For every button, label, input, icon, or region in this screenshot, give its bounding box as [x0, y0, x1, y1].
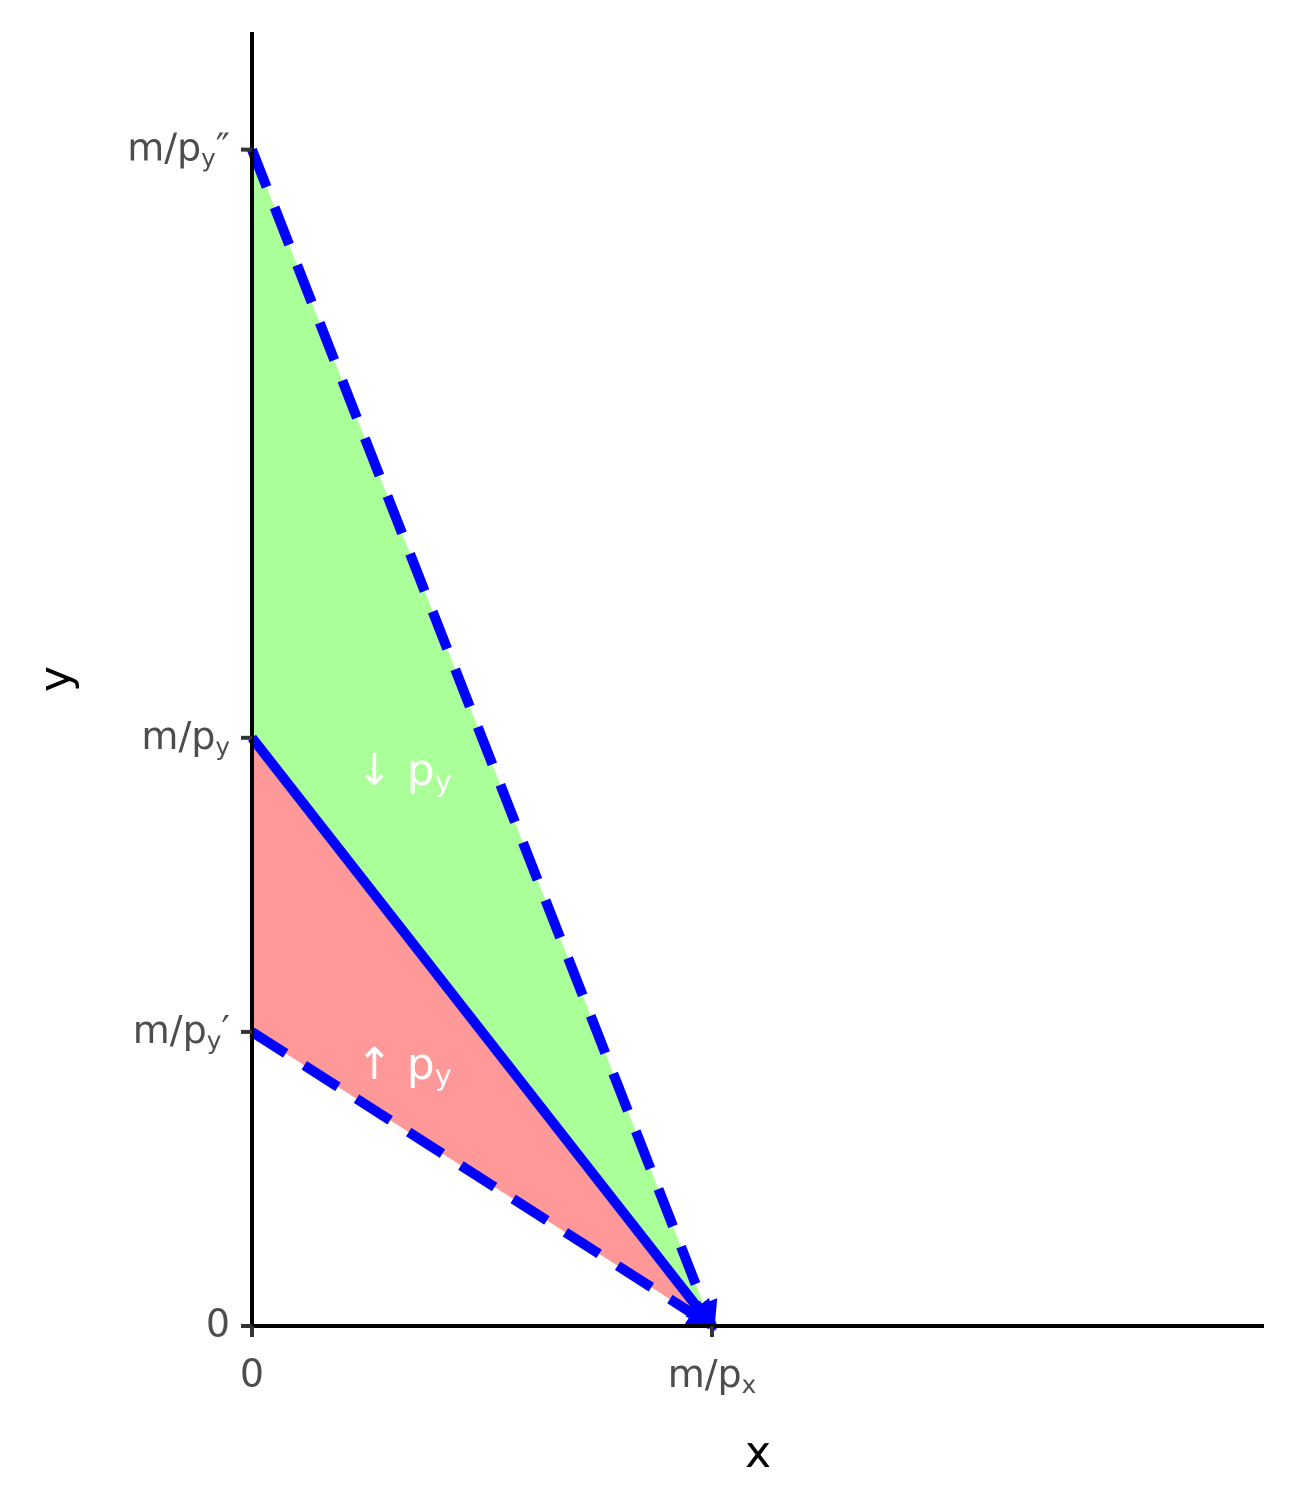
y-tick-label: m/py [141, 713, 230, 761]
annotation-subscript: y [435, 1058, 452, 1092]
x-tick-label-subscript: x [742, 1370, 757, 1399]
budget-line [247, 147, 718, 1332]
y-axis-title: y [30, 666, 81, 692]
y-tick-label: m/py′ [133, 1007, 230, 1055]
lines [247, 147, 718, 1332]
budget-line [248, 734, 716, 1331]
annotation: ↑ py [356, 1039, 452, 1092]
axes [241, 32, 1264, 1337]
y-tick-label-suffix: ′ [221, 1007, 230, 1051]
y-tick-label: m/py″ [127, 125, 230, 173]
annotation: ↓ py [356, 745, 452, 798]
x-tick-label: 0 [240, 1352, 264, 1396]
annotation-text: ↓ p [356, 745, 435, 796]
budget-line [249, 1027, 718, 1331]
y-tick-label-suffix: ″ [216, 125, 230, 169]
y-tick-label-subscript: y [215, 732, 230, 761]
y-tick-label: 0 [206, 1302, 230, 1346]
y-tick-label-text: m/p [141, 713, 215, 757]
x-axis-title: x [745, 1427, 771, 1478]
y-tick-label-subscript: y [201, 144, 216, 173]
x-tick-label-text: m/p [668, 1352, 742, 1396]
y-tick-label-text: m/p [133, 1007, 207, 1051]
annotation-subscript: y [435, 764, 452, 798]
y-tick-label-subscript: y [207, 1026, 222, 1055]
x-tick-label: m/px [668, 1352, 757, 1400]
y-tick-label-text: m/p [127, 125, 201, 169]
annotation-text: ↑ p [356, 1039, 435, 1090]
